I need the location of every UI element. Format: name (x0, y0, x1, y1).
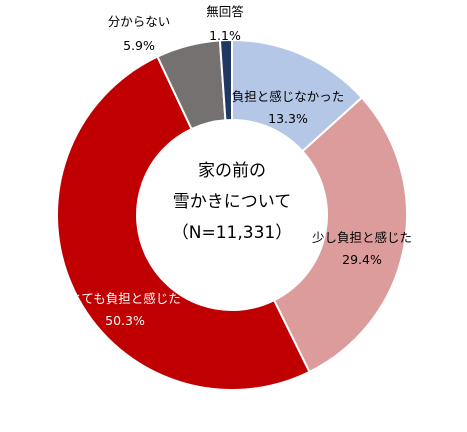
slice-2 (56, 55, 311, 391)
slice-label-1: 少し負担と感じた (312, 230, 412, 245)
slice-4 (218, 38, 233, 122)
slice-value-2: 50.3% (105, 313, 145, 328)
slice-label-3: 分からない (108, 14, 171, 29)
slice-value-1: 29.4% (342, 252, 382, 267)
slice-label-2: とても負担と感じた (69, 291, 181, 306)
slice-label-4: 無回答 (206, 4, 244, 19)
slice-value-3: 5.9% (123, 38, 155, 53)
slices-group (56, 38, 408, 391)
slice-value-4: 1.1% (209, 28, 241, 43)
slice-value-0: 13.3% (268, 111, 308, 126)
slice-1 (272, 96, 408, 374)
center-title-line-2: 雪かきについて (173, 192, 292, 212)
slice-label-0: 負担と感じなかった (232, 89, 345, 104)
center-title-line-3: （N=11,331） (172, 223, 292, 243)
center-title-line-1: 家の前の (198, 161, 266, 181)
center-title: 家の前の 雪かきについて （N=11,331） (172, 161, 292, 243)
labels-group: 負担と感じなかった 13.3% 少し負担と感じた 29.4% とても負担と感じた 50.3… (69, 4, 412, 328)
